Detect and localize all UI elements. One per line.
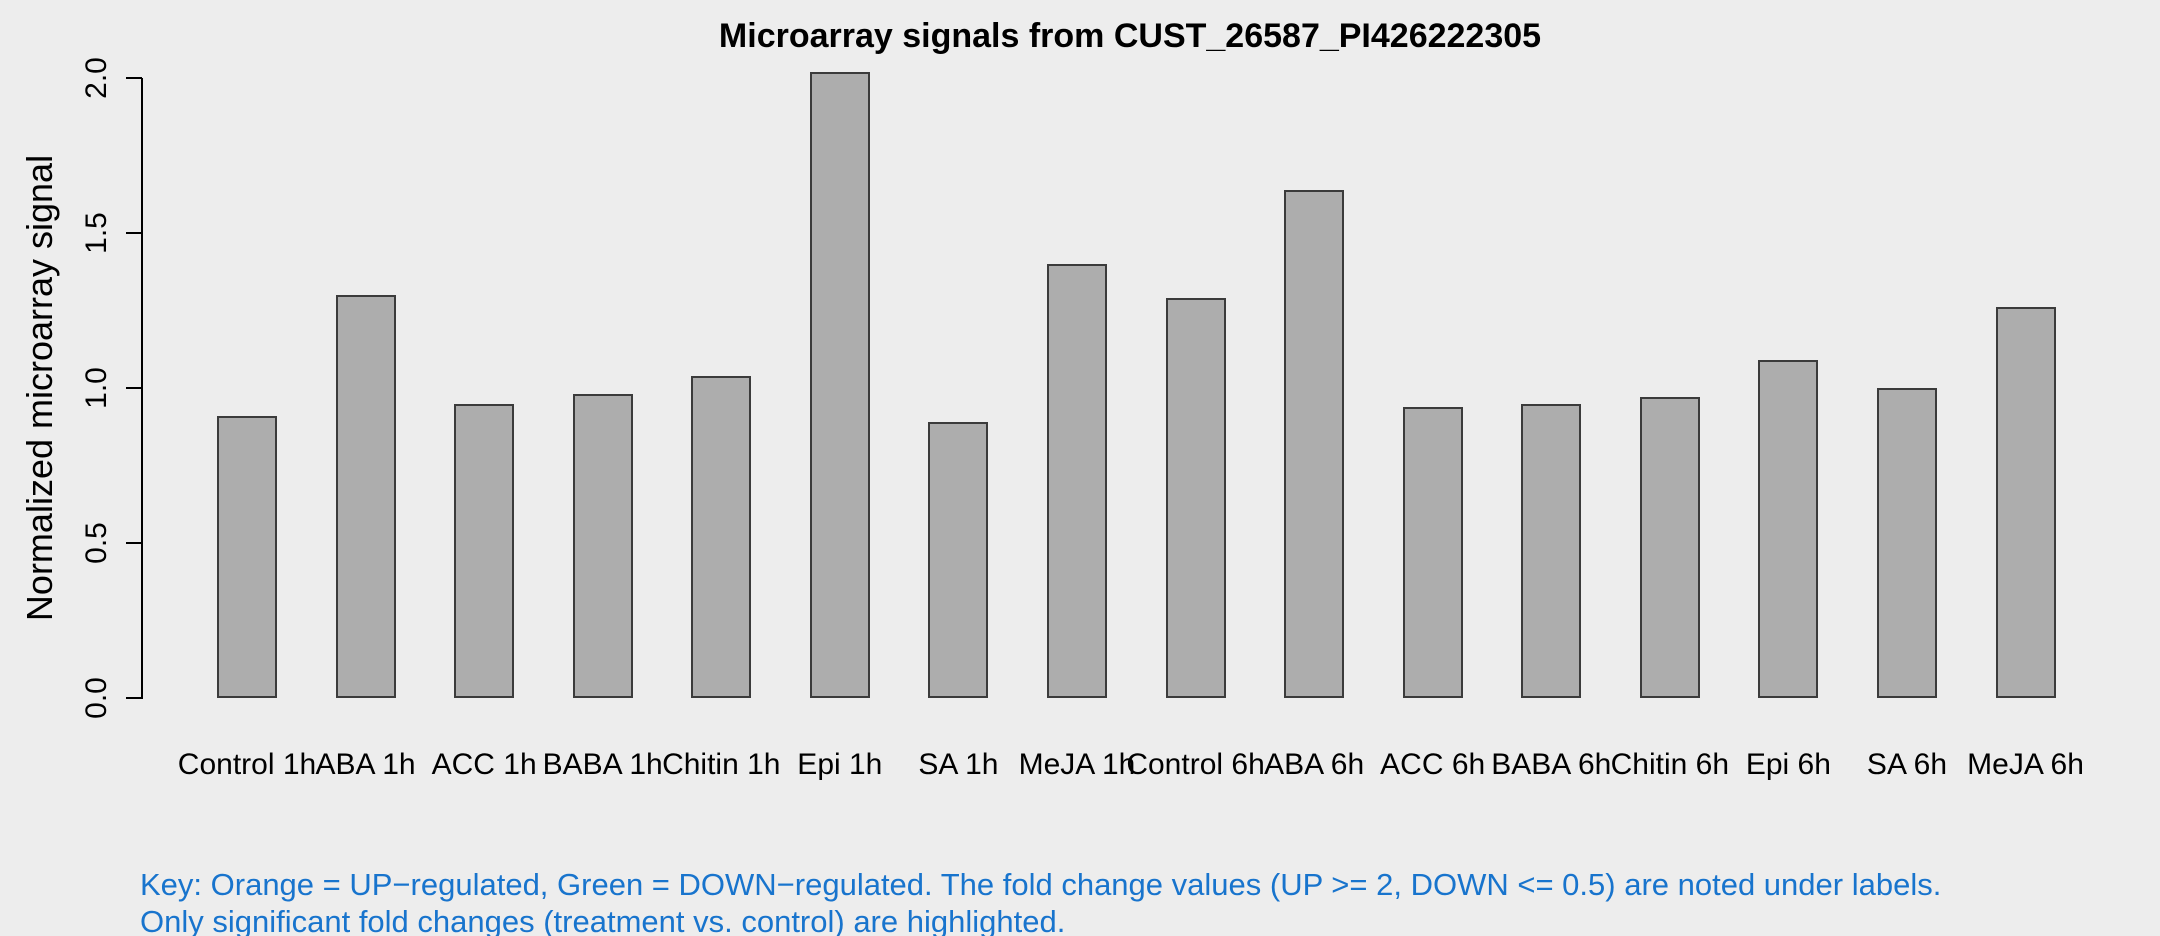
- bar-epi-6h: [1758, 360, 1819, 698]
- x-tick-label: Epi 6h: [1745, 748, 1831, 781]
- y-tick: [126, 542, 142, 544]
- bar-chitin-1h: [691, 375, 752, 698]
- y-tick: [126, 387, 142, 389]
- y-tick-label: 0.0: [80, 677, 113, 719]
- bar-baba-1h: [572, 394, 633, 698]
- y-tick: [126, 697, 142, 699]
- y-tick-label: 2.0: [80, 57, 113, 99]
- x-tick-label: ABA 6h: [1264, 748, 1365, 781]
- key-line-2: Only significant fold changes (treatment…: [140, 904, 1066, 936]
- bar-aba-1h: [335, 295, 396, 698]
- x-tick-label: Control 1h: [177, 748, 317, 781]
- x-tick-label: ACC 1h: [431, 748, 537, 781]
- key-block: Key: Orange = UP−regulated, Green = DOWN…: [140, 866, 1941, 936]
- bar-meja-1h: [1046, 264, 1107, 698]
- x-tick-label: Chitin 1h: [662, 748, 781, 781]
- bar-acc-6h: [1402, 406, 1463, 698]
- x-tick-label: BABA 6h: [1491, 748, 1612, 781]
- x-tick-label: Epi 1h: [797, 748, 883, 781]
- bar-meja-6h: [1995, 307, 2056, 698]
- x-tick-label: MeJA 6h: [1967, 748, 2084, 781]
- bar-sa-6h: [1876, 388, 1937, 698]
- bar-epi-1h: [809, 71, 870, 698]
- y-tick-label: 1.0: [80, 367, 113, 409]
- chart-title: Microarray signals from CUST_26587_PI426…: [718, 17, 1542, 55]
- x-tick-label: ACC 6h: [1380, 748, 1486, 781]
- bar-baba-6h: [1521, 403, 1582, 698]
- y-tick-label: 0.5: [80, 522, 113, 564]
- x-tick-label: SA 1h: [918, 748, 999, 781]
- y-axis-label: Normalized microarray signal: [19, 154, 60, 622]
- bar-chitin-6h: [1639, 397, 1700, 698]
- bar-acc-1h: [454, 403, 515, 698]
- bar-control-6h: [1165, 298, 1226, 698]
- x-tick-label: MeJA 1h: [1018, 748, 1136, 781]
- bar-control-1h: [217, 415, 277, 698]
- x-tick-label: Control 6h: [1126, 748, 1265, 781]
- key-line-1: Key: Orange = UP−regulated, Green = DOWN…: [140, 867, 1942, 902]
- x-tick-label: BABA 1h: [542, 748, 663, 781]
- x-tick-label: ABA 1h: [315, 748, 416, 781]
- bar-sa-1h: [928, 422, 989, 698]
- x-tick-label: Chitin 6h: [1610, 748, 1730, 781]
- y-tick: [126, 77, 142, 79]
- x-tick-label: SA 6h: [1866, 748, 1948, 781]
- y-axis-line: [141, 78, 143, 699]
- y-tick: [126, 232, 142, 234]
- y-tick-label: 1.5: [80, 212, 113, 254]
- bar-aba-6h: [1284, 189, 1345, 698]
